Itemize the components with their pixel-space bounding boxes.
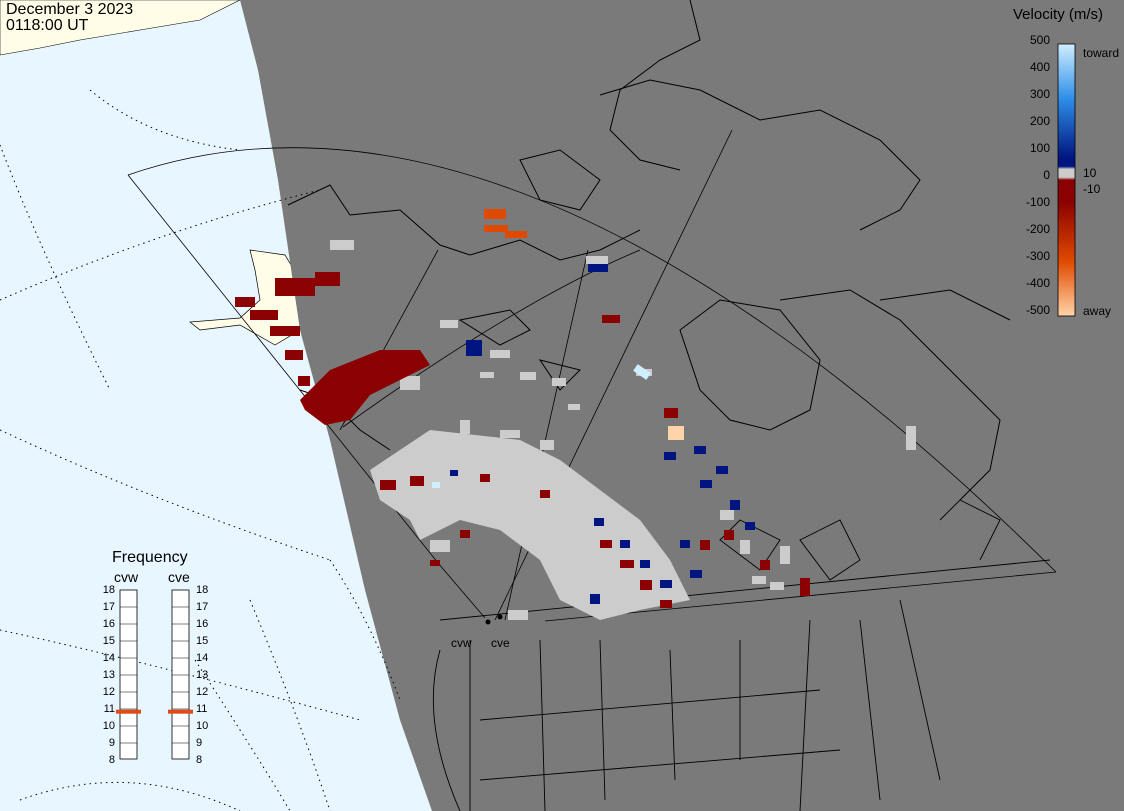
frequency-tick-left: 11 bbox=[103, 703, 115, 715]
frequency-tick-right: 10 bbox=[196, 720, 209, 732]
frequency-tick-right: 14 bbox=[196, 652, 209, 664]
radar-code-cvw: cvw bbox=[114, 569, 139, 585]
velocity-away-light bbox=[668, 426, 684, 440]
frequency-tick-left: 17 bbox=[102, 601, 115, 613]
toward-label: toward bbox=[1083, 46, 1120, 60]
velocity-tick: -100 bbox=[1025, 195, 1050, 209]
state-borders bbox=[432, 499, 1051, 811]
frequency-tick-left: 9 bbox=[108, 737, 115, 749]
frequency-tick-right: 13 bbox=[196, 669, 209, 681]
velocity-legend-title: Velocity (m/s) bbox=[1013, 6, 1104, 23]
radar-site-cve bbox=[497, 614, 503, 620]
away-label: away bbox=[1083, 304, 1112, 318]
velocity-tick: 100 bbox=[1029, 141, 1050, 155]
frequency-tick-left: 16 bbox=[102, 618, 115, 630]
frequency-tick-right: 9 bbox=[196, 737, 203, 749]
frequency-tick-left: 10 bbox=[102, 720, 115, 732]
frequency-tick-right: 18 bbox=[196, 584, 209, 596]
velocity-inner-neg: -10 bbox=[1083, 182, 1101, 196]
site-label-cvw: cvw bbox=[451, 636, 472, 650]
velocity-tick: -300 bbox=[1025, 249, 1050, 263]
velocity-inner-pos: 10 bbox=[1083, 166, 1097, 180]
frequency-marker-cve bbox=[168, 709, 193, 714]
frequency-tick-right: 16 bbox=[196, 618, 209, 630]
date-label: December 3 2023 bbox=[6, 1, 134, 18]
velocity-away-dark bbox=[235, 272, 810, 608]
velocity-tick: 0 bbox=[1043, 168, 1050, 182]
frequency-bars bbox=[116, 589, 193, 760]
frequency-tick-right: 8 bbox=[196, 754, 203, 766]
radar-site-cvw bbox=[485, 619, 491, 625]
velocity-tick: -500 bbox=[1025, 303, 1050, 317]
lat-lon-grid bbox=[0, 89, 401, 811]
frequency-tick-left: 18 bbox=[102, 584, 115, 596]
ground-scatter bbox=[330, 240, 916, 620]
frequency-tick-left: 13 bbox=[102, 669, 115, 681]
frequency-tick-left: 14 bbox=[102, 652, 115, 664]
velocity-tick: 200 bbox=[1029, 114, 1050, 128]
velocity-color-bar bbox=[1057, 43, 1076, 317]
frequency-tick-left: 8 bbox=[108, 754, 115, 766]
velocity-away-mid bbox=[484, 209, 527, 238]
frequency-marker-cvw bbox=[116, 709, 141, 714]
frequency-tick-left: 12 bbox=[102, 686, 115, 698]
velocity-tick: -200 bbox=[1025, 222, 1050, 236]
frequency-title: Frequency bbox=[112, 549, 188, 566]
site-label-cve: cve bbox=[491, 636, 510, 650]
coastlines bbox=[287, 0, 1011, 501]
frequency-tick-right: 15 bbox=[196, 635, 209, 647]
velocity-tick: 400 bbox=[1029, 60, 1050, 74]
velocity-toward-light bbox=[633, 364, 651, 380]
velocity-tick: 500 bbox=[1029, 33, 1050, 47]
velocity-tick: -400 bbox=[1025, 276, 1050, 290]
nightside-region bbox=[240, 0, 1124, 811]
velocity-tick: 300 bbox=[1029, 87, 1050, 101]
dayside-land-arctic bbox=[0, 0, 241, 56]
velocity-toward-light-2 bbox=[432, 482, 440, 488]
velocity-toward-dark bbox=[450, 264, 755, 604]
frequency-tick-left: 15 bbox=[102, 635, 115, 647]
frequency-tick-right: 11 bbox=[196, 703, 208, 715]
time-label: 0118:00 UT bbox=[6, 17, 89, 34]
frequency-tick-right: 17 bbox=[196, 601, 209, 613]
frequency-tick-right: 12 bbox=[196, 686, 209, 698]
radar-code-cve: cve bbox=[168, 569, 190, 585]
